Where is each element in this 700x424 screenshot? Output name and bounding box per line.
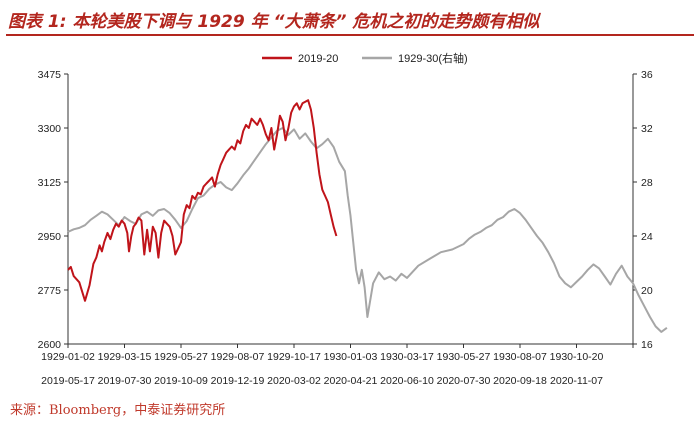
- x-bottom-tick-label: 2020-07-30: [437, 375, 491, 387]
- x-top-tick-label: 1930-08-07: [493, 351, 547, 363]
- x-bottom-tick-label: 2019-07-30: [98, 375, 152, 387]
- page-title: 图表 1: 本轮美股下调与 1929 年 “大萧条” 危机之初的走势颇有相似: [8, 12, 540, 32]
- y-left-tick-label: 3475: [38, 69, 62, 81]
- x-bottom-tick-label: 2020-03-02: [267, 375, 321, 387]
- x-top-tick-label: 1929-05-27: [154, 351, 208, 363]
- y-right-tick-label: 16: [641, 339, 653, 351]
- y-right-tick-label: 32: [641, 123, 653, 135]
- x-top-tick-label: 1929-08-07: [211, 351, 265, 363]
- title-underline: [6, 34, 694, 36]
- x-bottom-tick-label: 2019-05-17: [41, 375, 95, 387]
- x-bottom-tick-label: 2020-11-07: [550, 375, 603, 387]
- y-right-tick-label: 24: [641, 231, 653, 243]
- series-line-2019-20: [67, 99, 338, 302]
- x-top-tick-label: 1930-03-17: [380, 351, 434, 363]
- x-top-tick-label: 1929-10-17: [267, 351, 321, 363]
- y-right-tick-label: 36: [641, 69, 653, 81]
- y-left-tick-label: 2950: [38, 231, 62, 243]
- y-left-tick-label: 2600: [38, 339, 62, 351]
- x-top-tick-label: 1929-03-15: [98, 351, 152, 363]
- y-right-tick-label: 20: [641, 285, 653, 297]
- axes: 2600 2775 2950 3125 3300 3475 16 20 24 28 32 36 1929…: [38, 69, 653, 387]
- legend-label-2019-20: 2019-20: [298, 53, 338, 65]
- legend: 2019-20 1929-30(右轴): [262, 51, 468, 65]
- legend-label-1929-30: 1929-30(右轴): [398, 51, 468, 65]
- x-top-tick-label: 1930-01-03: [324, 351, 378, 363]
- y-left-tick-label: 2775: [38, 285, 62, 297]
- x-top-tick-label: 1929-01-02: [41, 351, 95, 363]
- y-left-tick-label: 3125: [38, 177, 62, 189]
- line-chart: 2019-20 1929-30(右轴) 2600 2775 2950 3125 3300…: [38, 51, 668, 387]
- x-bottom-tick-label: 2020-04-21: [324, 375, 378, 387]
- series-line-1929-30: [67, 127, 668, 333]
- y-right-tick-label: 28: [641, 177, 653, 189]
- x-bottom-tick-label: 2020-09-18: [493, 375, 547, 387]
- x-bottom-tick-label: 2019-12-19: [211, 375, 265, 387]
- source-note: 来源：Bloomberg，中泰证券研究所: [10, 403, 226, 418]
- series-layer: [67, 99, 668, 333]
- x-top-tick-label: 1930-10-20: [550, 351, 604, 363]
- x-top-tick-label: 1930-05-27: [437, 351, 491, 363]
- x-bottom-tick-label: 2020-06-10: [380, 375, 434, 387]
- title-bar: 图表 1: 本轮美股下调与 1929 年 “大萧条” 危机之初的走势颇有相似: [0, 0, 700, 38]
- x-bottom-tick-label: 2019-10-09: [154, 375, 208, 387]
- y-left-tick-label: 3300: [38, 123, 62, 135]
